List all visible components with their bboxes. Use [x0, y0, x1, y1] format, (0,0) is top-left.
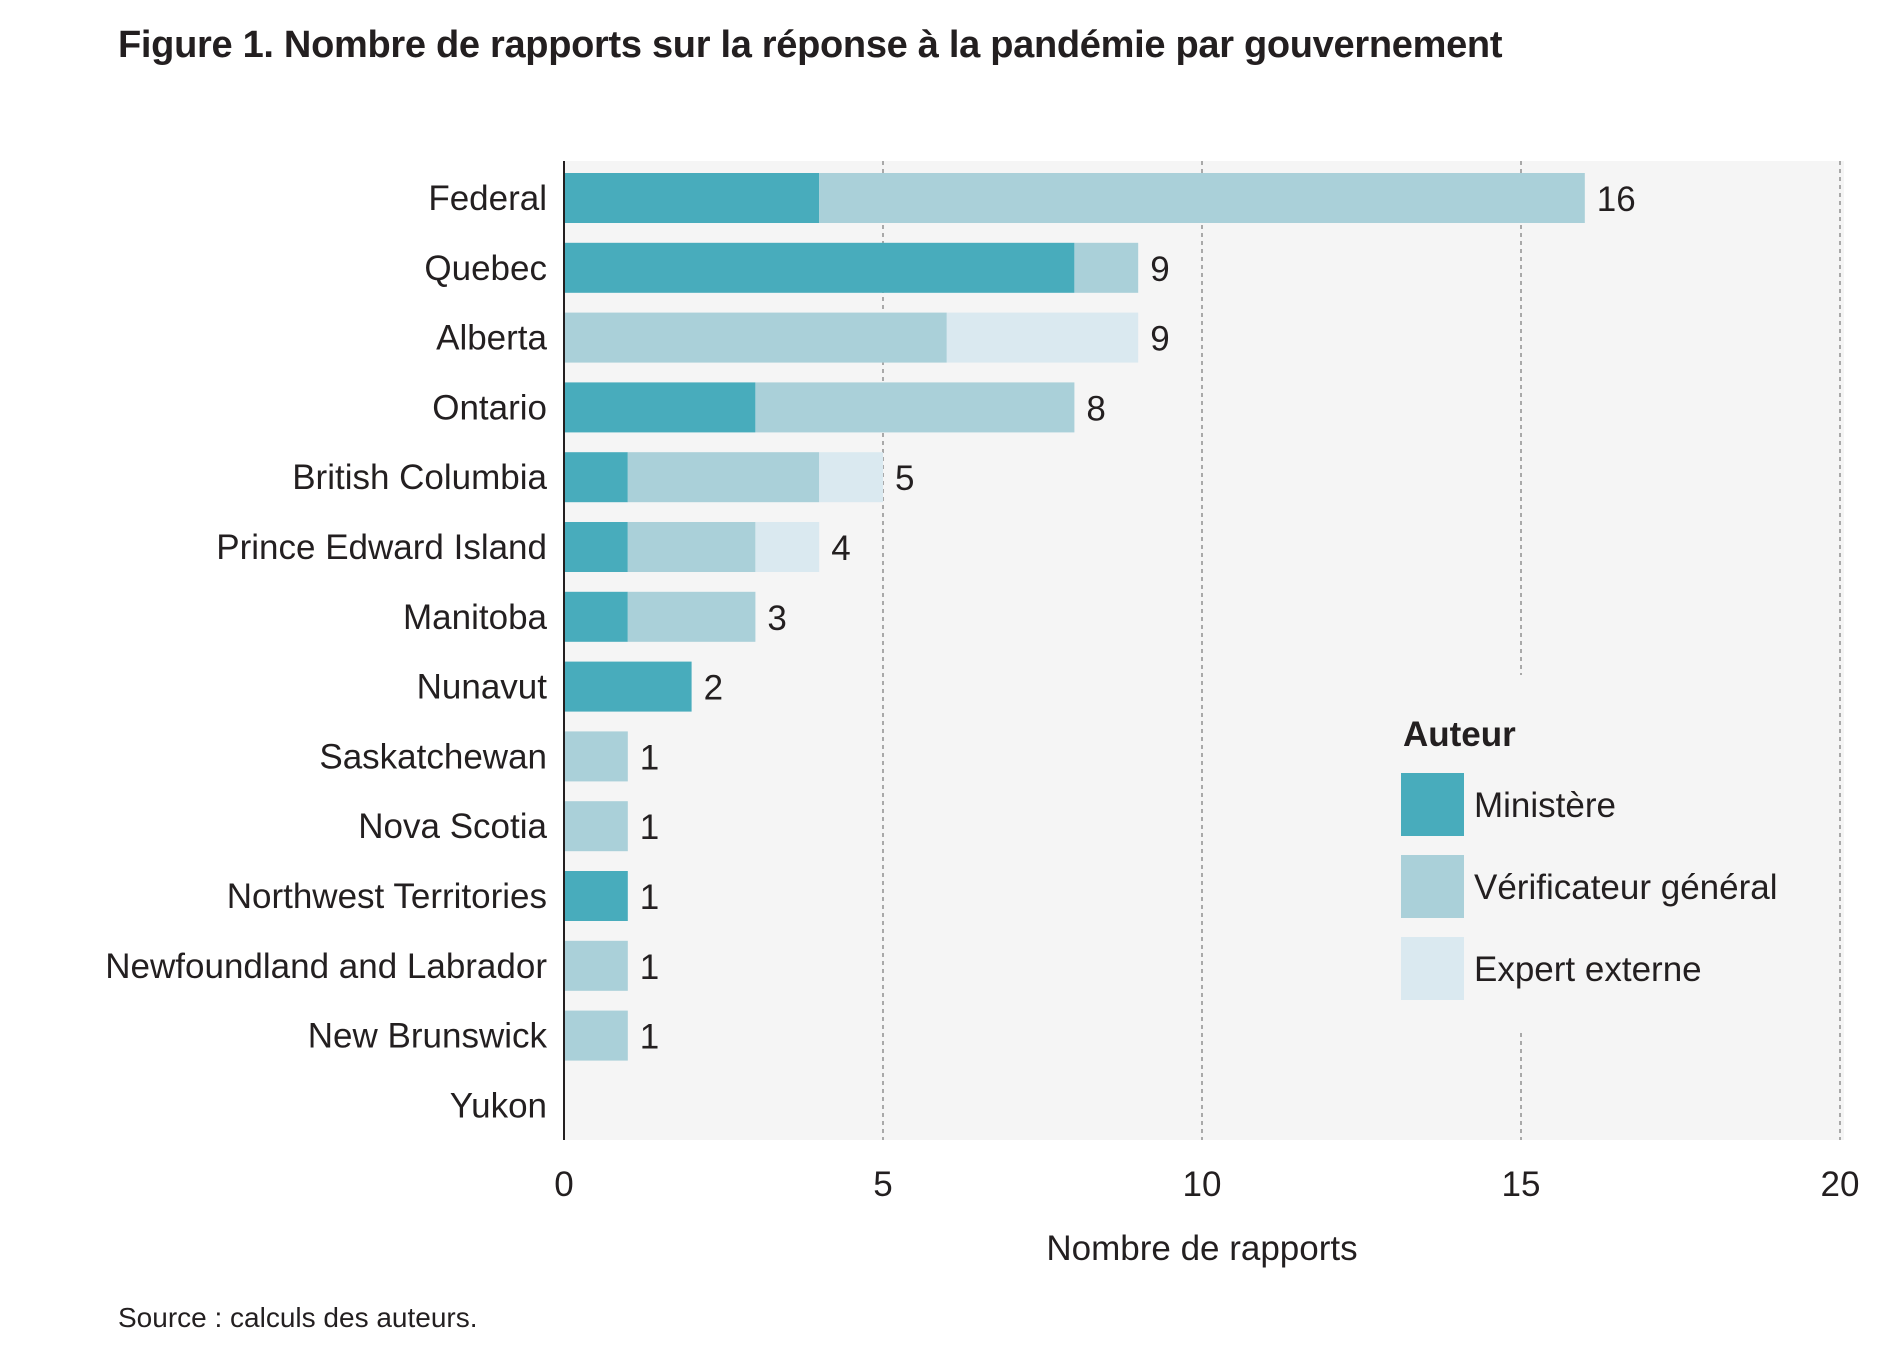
bar-segment-expert-externe — [946, 312, 1139, 363]
bar-segment-v-rificateur-g-n-ral — [627, 591, 756, 642]
bar-segment-minist-re — [564, 591, 628, 642]
bar-segment-v-rificateur-g-n-ral — [627, 522, 756, 572]
legend-items: Ministère Vérificateur général Expert exte… — [1401, 773, 1778, 1000]
bar-segment-minist-re — [564, 452, 628, 503]
bar-segment-v-rificateur-g-n-ral — [1074, 242, 1139, 293]
value-label: 9 — [1150, 250, 1169, 289]
bar-segment-v-rificateur-g-n-ral — [564, 801, 628, 852]
source-note: Source : calculs des auteurs. — [118, 1302, 478, 1333]
bar-segment-v-rificateur-g-n-ral — [564, 312, 947, 363]
figure-title: Figure 1. Nombre de rapports sur la répo… — [118, 24, 1503, 66]
x-tick-label: 5 — [873, 1165, 892, 1204]
legend-swatch — [1401, 937, 1464, 1000]
legend-label: Vérificateur général — [1474, 868, 1778, 907]
bar-segment-v-rificateur-g-n-ral — [564, 1010, 628, 1061]
category-label: Federal — [428, 179, 547, 218]
legend-label: Expert externe — [1474, 950, 1702, 989]
bar-segment-minist-re — [564, 173, 820, 223]
value-label: 2 — [704, 669, 723, 708]
x-tick-label: 0 — [554, 1165, 573, 1204]
category-label: Newfoundland and Labrador — [105, 947, 547, 986]
legend-label: Ministère — [1474, 786, 1616, 825]
category-label: Alberta — [436, 319, 547, 358]
x-tick-label: 20 — [1821, 1165, 1860, 1204]
legend-title: Auteur — [1403, 715, 1516, 754]
bar-segment-expert-externe — [819, 452, 883, 503]
bar-segment-minist-re — [564, 382, 756, 433]
legend-swatch — [1401, 773, 1464, 836]
x-tick-label: 10 — [1183, 1165, 1222, 1204]
bar-segment-v-rificateur-g-n-ral — [564, 940, 628, 991]
bar-segment-minist-re — [564, 242, 1075, 293]
value-label: 1 — [640, 738, 659, 777]
bar-segment-expert-externe — [755, 522, 820, 572]
bar-segment-v-rificateur-g-n-ral — [627, 452, 820, 503]
bar-segment-minist-re — [564, 522, 628, 572]
category-label: Northwest Territories — [227, 877, 547, 916]
bars — [564, 173, 1585, 1061]
category-label: Manitoba — [403, 598, 548, 637]
bar-segment-minist-re — [564, 871, 628, 921]
category-label: Prince Edward Island — [216, 528, 547, 567]
category-label: Saskatchewan — [319, 737, 547, 776]
value-label: 1 — [640, 1018, 659, 1057]
x-tick-label: 15 — [1502, 1165, 1541, 1204]
x-axis-title: Nombre de rapports — [1046, 1229, 1357, 1268]
legend-swatch — [1401, 855, 1464, 918]
category-label: Ontario — [432, 388, 547, 427]
legend: Auteur Ministère Vérificateur général Expe… — [1380, 675, 1835, 1030]
category-label: Nova Scotia — [358, 807, 547, 846]
category-label: Yukon — [450, 1086, 547, 1125]
value-label: 3 — [767, 599, 786, 638]
value-label: 8 — [1086, 389, 1105, 428]
value-label: 1 — [640, 878, 659, 917]
value-labels: 16 9 9 8 5 4 3 2 1 1 1 1 1 — [640, 180, 1636, 1057]
value-label: 4 — [831, 529, 850, 568]
value-label: 16 — [1597, 180, 1636, 219]
value-label: 5 — [895, 459, 914, 498]
category-label: Nunavut — [417, 668, 548, 707]
value-label: 1 — [640, 808, 659, 847]
value-label: 9 — [1150, 320, 1169, 359]
category-labels: Federal Quebec Alberta Ontario British Colum… — [105, 179, 547, 1125]
bar-segment-minist-re — [564, 661, 692, 712]
x-tick-labels: 0 5 10 15 20 — [554, 1165, 1859, 1204]
category-label: British Columbia — [292, 458, 547, 497]
bar-segment-v-rificateur-g-n-ral — [755, 382, 1075, 433]
bar-segment-v-rificateur-g-n-ral — [564, 731, 628, 782]
value-label: 1 — [640, 948, 659, 987]
category-label: Quebec — [424, 249, 547, 288]
category-label: New Brunswick — [308, 1017, 548, 1056]
bar-segment-v-rificateur-g-n-ral — [819, 173, 1585, 223]
